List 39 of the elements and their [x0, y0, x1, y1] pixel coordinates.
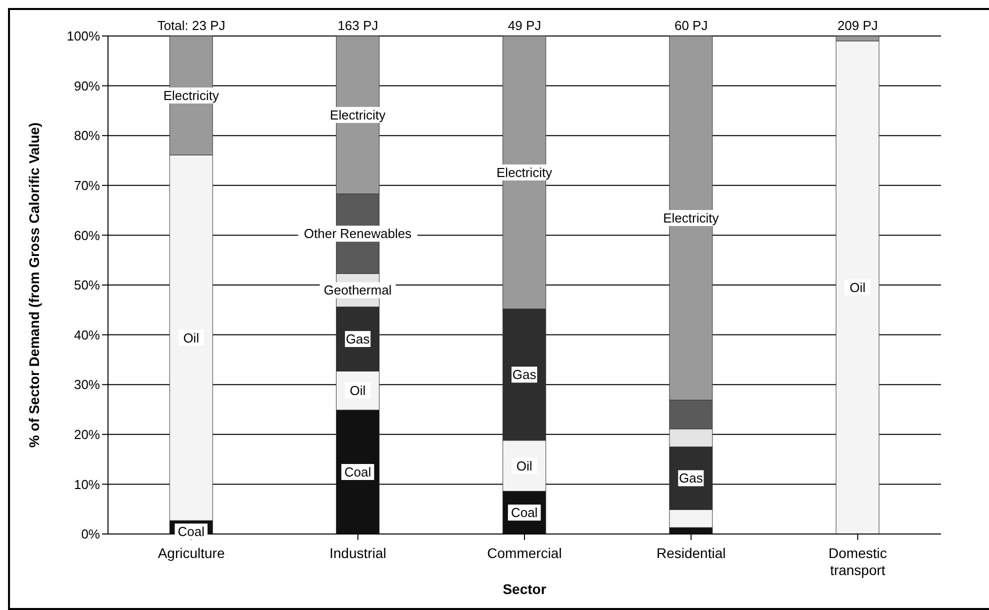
- annotation: 60 PJ: [674, 18, 708, 33]
- y-tick-label: 70%: [74, 178, 100, 194]
- y-tick-label: 10%: [74, 476, 100, 492]
- data-label: Gas: [346, 332, 370, 347]
- y-tick-label: 60%: [74, 228, 100, 243]
- y-tick-label: 20%: [74, 427, 100, 442]
- x-tick-label: Residential: [656, 545, 726, 561]
- y-tick-label: 40%: [74, 327, 100, 342]
- annotation: 209 PJ: [837, 18, 878, 33]
- data-label: Coal: [510, 505, 538, 520]
- x-tick-label: Industrial: [329, 545, 386, 561]
- data-label: Gas: [679, 470, 704, 486]
- data-label: Coal: [178, 524, 205, 540]
- data-label: Other Renewables: [304, 226, 412, 242]
- annotation: 49 PJ: [508, 18, 542, 33]
- data-label: Geothermal: [324, 282, 392, 298]
- annotation: 163 PJ: [338, 18, 378, 33]
- x-tick-label: Agriculture: [158, 545, 225, 561]
- y-tick-label: 100%: [66, 28, 100, 44]
- y-tick-label: 30%: [74, 377, 100, 392]
- data-label: Coal: [344, 464, 372, 480]
- y-tick-label: 0%: [81, 526, 100, 542]
- data-label: Oil: [350, 383, 366, 398]
- data-label: Electricity: [163, 88, 220, 104]
- x-tick-label: Domestic transport: [828, 545, 887, 578]
- data-label: Gas: [512, 367, 537, 382]
- y-axis-title: % of Sector Demand (from Gross Calorific Value): [26, 122, 42, 448]
- data-label: Oil: [850, 280, 866, 295]
- data-label: Electricity: [330, 107, 386, 122]
- x-axis-title: Sector: [502, 581, 547, 597]
- data-label: Electricity: [663, 210, 720, 226]
- data-label: Oil: [516, 458, 532, 474]
- x-tick-label: Commercial: [487, 545, 562, 561]
- y-tick-label: 90%: [74, 78, 100, 94]
- y-tick-label: 80%: [74, 128, 100, 144]
- y-tick-label: 50%: [74, 278, 100, 293]
- annotation: Total: 23 PJ: [157, 18, 226, 33]
- data-label: Oil: [183, 330, 200, 346]
- data-label: Electricity: [496, 164, 553, 180]
